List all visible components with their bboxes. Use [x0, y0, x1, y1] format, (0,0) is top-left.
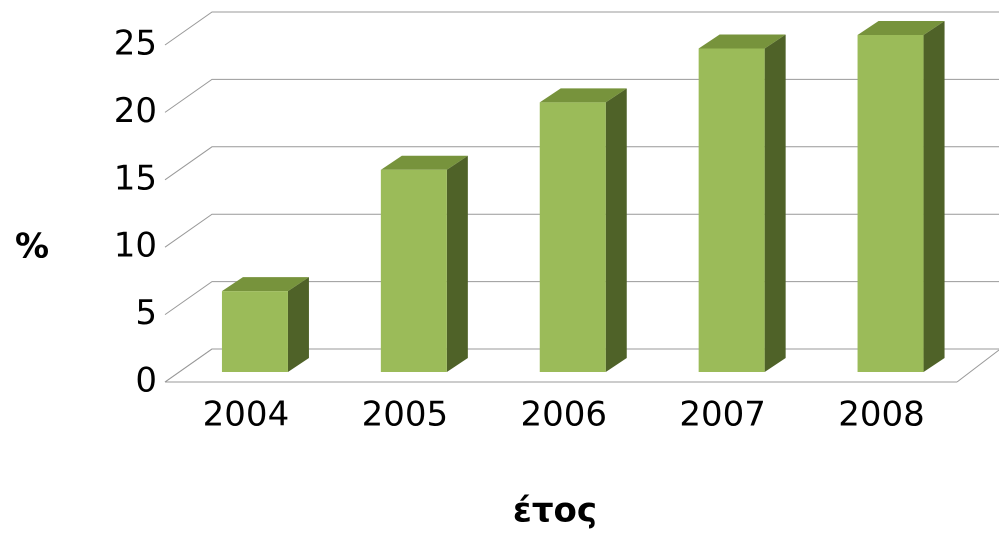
x-axis-title: έτος	[513, 491, 597, 531]
bar-top	[380, 155, 468, 170]
bar	[857, 21, 945, 372]
x-tick-label: 2005	[362, 395, 449, 435]
bar-front	[539, 102, 606, 373]
bar-top	[221, 277, 309, 292]
y-axis-title: %	[15, 227, 49, 267]
bar	[380, 155, 468, 372]
bar-side	[605, 88, 627, 373]
y-tick-label: 10	[114, 226, 157, 266]
y-tick-label: 20	[114, 91, 157, 131]
bar-front	[221, 291, 288, 372]
bar-side	[923, 21, 945, 372]
bar	[698, 34, 786, 372]
y-tick-label: 0	[135, 361, 157, 401]
grid-line	[164, 11, 999, 46]
bar-front	[380, 169, 447, 372]
bar-top	[539, 88, 627, 103]
bar-front	[857, 35, 924, 372]
bar-top	[857, 21, 945, 35]
y-tick-label: 25	[114, 24, 157, 64]
bar-side	[287, 277, 309, 372]
y-tick-label: 15	[114, 158, 157, 198]
bar-front	[698, 48, 765, 372]
bar	[221, 277, 309, 372]
x-tick-label: 2008	[838, 395, 925, 435]
x-tick-label: 2004	[203, 395, 290, 435]
bar-side	[764, 34, 786, 372]
x-tick-label: 2006	[520, 395, 607, 435]
bar	[539, 88, 627, 373]
y-tick-label: 5	[135, 293, 157, 333]
bar-side	[446, 155, 468, 372]
bar-top	[698, 34, 786, 49]
x-tick-label: 2007	[679, 395, 766, 435]
